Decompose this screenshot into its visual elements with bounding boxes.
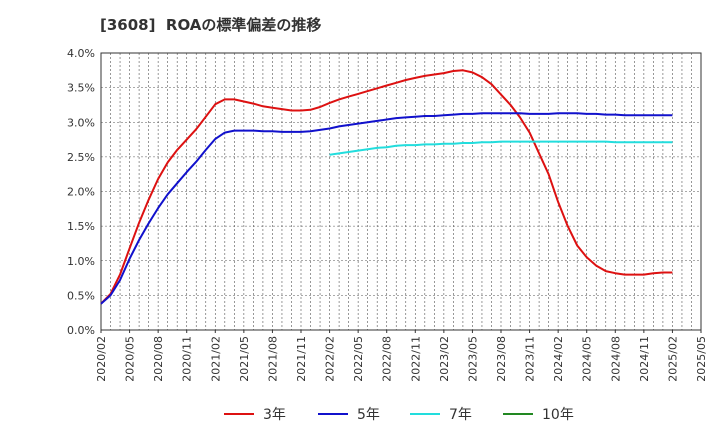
x-tick-label: 2022/11 (409, 336, 422, 382)
legend-label: 10年 (542, 407, 574, 423)
x-tick-label: 2024/05 (581, 336, 594, 382)
plot-area-border (100, 52, 702, 331)
x-tick-label: 2020/02 (95, 336, 108, 382)
x-tick-label: 2023/08 (495, 336, 508, 382)
y-tick-label: 1.0% (67, 255, 95, 268)
x-tick-label: 2021/11 (295, 336, 308, 382)
chart-title: [3608] ROAの標準偏差の推移 (100, 16, 322, 34)
x-tick-label: 2020/08 (152, 336, 165, 382)
series-line-1 (100, 69, 673, 305)
x-tick-label: 2023/02 (438, 336, 451, 382)
x-tick-label: 2025/05 (695, 336, 708, 382)
x-tick-label: 2020/11 (181, 336, 194, 382)
x-tick-label: 2024/08 (609, 336, 622, 382)
x-tick-label: 2022/08 (381, 336, 394, 382)
x-tick-label: 2025/02 (666, 336, 679, 382)
x-tick-label: 2021/02 (209, 336, 222, 382)
x-tick-label: 2023/11 (524, 336, 537, 382)
series-line-2 (100, 112, 673, 305)
y-tick-label: 3.5% (67, 82, 95, 95)
legend-label: 7年 (449, 407, 472, 423)
legend-item-4: 10年 (503, 407, 574, 423)
x-tick-label: 2024/02 (552, 336, 565, 382)
x-tick-label: 2021/05 (238, 336, 251, 382)
x-tick-label: 2022/02 (324, 336, 337, 382)
legend-label: 3年 (263, 407, 286, 423)
legend-label: 5年 (357, 407, 380, 423)
y-tick-label: 4.0% (67, 47, 95, 60)
legend-item-3: 7年 (410, 407, 472, 423)
y-tick-label: 2.0% (67, 186, 95, 199)
y-tick-label: 1.5% (67, 220, 95, 233)
legend-item-2: 5年 (318, 407, 380, 423)
x-tick-label: 2020/05 (124, 336, 137, 382)
x-tick-label: 2021/08 (266, 336, 279, 382)
x-tick-label: 2022/05 (352, 336, 365, 382)
legend-item-1: 3年 (224, 407, 286, 423)
series-line-3 (329, 140, 673, 156)
y-tick-label: 0.5% (67, 289, 95, 302)
y-tick-label: 3.0% (67, 116, 95, 129)
y-tick-label: 2.5% (67, 151, 95, 164)
x-tick-label: 2024/11 (638, 336, 651, 382)
y-tick-label: 0.0% (67, 324, 95, 337)
x-tick-label: 2023/05 (466, 336, 479, 382)
